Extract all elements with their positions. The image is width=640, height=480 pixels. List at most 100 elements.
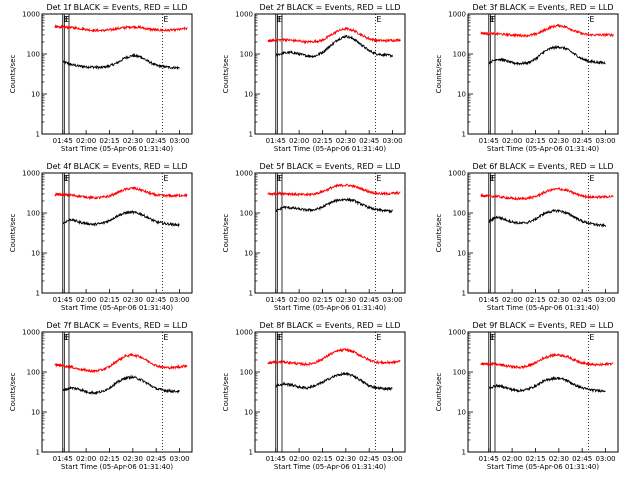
marker-flag-E: E: [64, 174, 69, 183]
y-tick-label: 1: [462, 131, 466, 139]
x-tick-label: 02:30: [336, 296, 356, 304]
marker-flag-E: E: [376, 174, 381, 183]
x-tick-label: 02:15: [312, 455, 332, 463]
y-tick-label: 1000: [22, 329, 40, 337]
detector-panel-7: Det 7f BLACK = Events, RED = LLD 1 10 100 10…: [9, 321, 193, 471]
y-axis-label: Counts/sec: [9, 373, 17, 412]
x-tick-label: 01:45: [53, 455, 73, 463]
marker-flag-F: F: [278, 15, 283, 24]
y-tick-label: 1: [249, 131, 253, 139]
x-axis-label: Start Time (05-Apr-06 01:31:40): [274, 304, 386, 312]
x-axis-label: Start Time (05-Apr-06 01:31:40): [61, 304, 173, 312]
marker-flag-F: F: [491, 15, 496, 24]
y-axis-label: Counts/sec: [222, 214, 230, 253]
marker-flag-F: F: [65, 174, 70, 183]
detector-panel-6: Det 6f BLACK = Events, RED = LLD 1 10 100 10…: [435, 162, 619, 312]
x-tick-label: 01:45: [53, 137, 73, 145]
x-tick-label: 03:00: [595, 455, 615, 463]
lld-series-line: [480, 186, 614, 201]
x-tick-label: 02:00: [502, 455, 522, 463]
x-tick-label: 01:45: [53, 296, 73, 304]
marker-flag-F: F: [65, 15, 70, 24]
x-tick-label: 03:00: [169, 296, 189, 304]
y-tick-label: 100: [27, 210, 40, 218]
marker-flag-E: E: [376, 15, 381, 24]
x-tick-label: 02:00: [502, 296, 522, 304]
plot-frame: [467, 13, 619, 135]
x-tick-label: 02:00: [76, 296, 96, 304]
marker-flag-E: E: [163, 174, 168, 183]
x-tick-label: 02:30: [123, 455, 143, 463]
marker-flag-F: F: [278, 333, 283, 342]
y-tick-label: 10: [31, 91, 40, 99]
x-tick-label: 03:00: [382, 296, 402, 304]
events-series-line: [62, 374, 180, 395]
panel-title: Det 7f BLACK = Events, RED = LLD: [46, 321, 187, 330]
y-tick-label: 1: [249, 290, 253, 298]
lld-series-line: [267, 183, 401, 197]
x-tick-label: 02:30: [123, 296, 143, 304]
marker-flag-E: E: [589, 333, 594, 342]
x-tick-label: 01:45: [479, 137, 499, 145]
y-tick-label: 1000: [235, 329, 253, 337]
y-tick-label: 10: [457, 91, 466, 99]
lld-series-line: [480, 23, 614, 38]
y-tick-label: 100: [27, 51, 40, 59]
x-tick-label: 02:00: [76, 137, 96, 145]
y-tick-label: 10: [244, 409, 253, 417]
y-tick-label: 10: [31, 250, 40, 258]
events-series-line: [488, 375, 606, 394]
y-tick-label: 10: [457, 250, 466, 258]
y-axis-label: Counts/sec: [9, 214, 17, 253]
x-tick-label: 02:00: [502, 137, 522, 145]
marker-flag-F: F: [491, 333, 496, 342]
x-axis-label: Start Time (05-Apr-06 01:31:40): [487, 304, 599, 312]
x-tick-label: 02:00: [76, 455, 96, 463]
x-tick-label: 01:45: [479, 455, 499, 463]
events-series-line: [488, 44, 606, 66]
y-tick-label: 100: [240, 210, 253, 218]
panel-title: Det 9f BLACK = Events, RED = LLD: [472, 321, 613, 330]
marker-flag-E: E: [490, 15, 495, 24]
detector-panel-9: Det 9f BLACK = Events, RED = LLD 1 10 100 10…: [435, 321, 619, 471]
x-tick-label: 02:30: [549, 296, 569, 304]
detector-panel-3: Det 3f BLACK = Events, RED = LLD 1 10 100 10…: [435, 3, 619, 153]
marker-flag-E: E: [490, 333, 495, 342]
y-axis-label: Counts/sec: [9, 55, 17, 94]
plot-frame: [254, 172, 406, 294]
panel-title: Det 3f BLACK = Events, RED = LLD: [472, 3, 613, 12]
x-tick-label: 02:00: [289, 296, 309, 304]
y-axis-label: Counts/sec: [435, 373, 443, 412]
marker-flag-E: E: [64, 15, 69, 24]
y-axis-label: Counts/sec: [435, 55, 443, 94]
lld-series-line: [480, 352, 614, 370]
marker-flag-E: E: [64, 333, 69, 342]
x-tick-label: 02:15: [99, 296, 119, 304]
y-tick-label: 1000: [235, 170, 253, 178]
x-tick-label: 02:45: [146, 296, 166, 304]
panel-title: Det 6f BLACK = Events, RED = LLD: [472, 162, 613, 171]
x-tick-label: 03:00: [169, 137, 189, 145]
x-tick-label: 02:30: [336, 455, 356, 463]
detector-panel-2: Det 2f BLACK = Events, RED = LLD 1 10 100 10…: [222, 3, 406, 153]
y-tick-label: 1: [462, 449, 466, 457]
plot-frame: [41, 172, 193, 294]
y-tick-label: 10: [244, 91, 253, 99]
marker-flag-E: E: [490, 174, 495, 183]
y-tick-label: 10: [31, 409, 40, 417]
events-series-line: [62, 210, 180, 228]
panel-title: Det 2f BLACK = Events, RED = LLD: [259, 3, 400, 12]
x-tick-label: 02:15: [312, 137, 332, 145]
marker-flag-E: E: [277, 174, 282, 183]
marker-flag-F: F: [491, 174, 496, 183]
marker-flag-F: F: [278, 174, 283, 183]
marker-flag-E: E: [277, 333, 282, 342]
x-tick-label: 02:45: [572, 455, 592, 463]
x-tick-label: 02:45: [572, 137, 592, 145]
x-tick-label: 02:30: [123, 137, 143, 145]
events-series-line: [275, 371, 393, 392]
y-tick-label: 100: [27, 369, 40, 377]
lld-series-line: [54, 185, 188, 201]
lld-series-line: [267, 347, 401, 367]
